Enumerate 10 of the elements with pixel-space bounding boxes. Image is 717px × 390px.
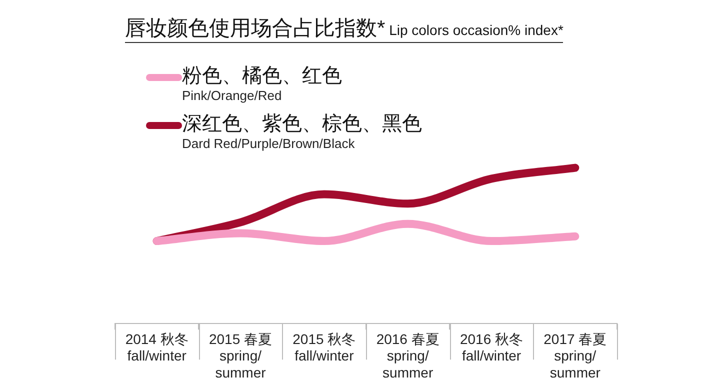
chart-subtitle: Lip colors occasion% index* xyxy=(388,22,564,38)
x-tick-label: 2014 秋冬 fall/winter xyxy=(125,330,188,364)
x-tick-label: 2017 春夏 spring/ summer xyxy=(544,330,607,380)
x-tick-label: 2016 春夏 spring/ summer xyxy=(376,330,440,380)
legend-label: 粉色、橘色、红色 Pink/Orange/Red xyxy=(182,64,342,104)
chart-title: 唇妆颜色使用场合占比指数* xyxy=(125,17,386,40)
x-tick-label: 2015 秋冬 fall/winter xyxy=(292,330,356,364)
x-tick-label: 2015 春夏 spring/ summer xyxy=(208,330,272,380)
x-tick-label: 2016 秋冬 fall/winter xyxy=(460,330,524,364)
legend-label: 深红色、紫色、棕色、黑色 Dard Red/Purple/Brown/Black xyxy=(182,112,422,152)
